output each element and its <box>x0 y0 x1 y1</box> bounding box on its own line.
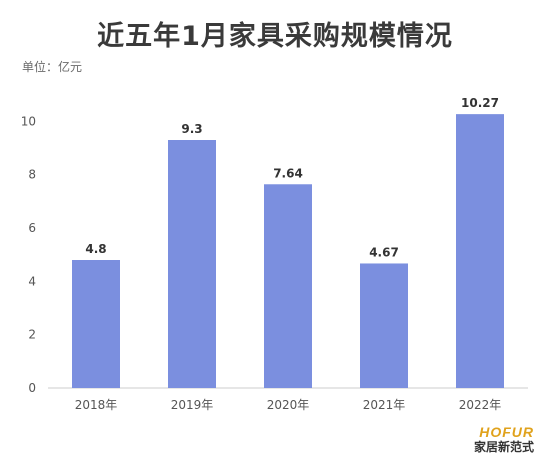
brand-logo-cn: 家居新范式 <box>473 440 534 454</box>
data-label: 9.3 <box>181 122 202 136</box>
x-tick-label: 2020年 <box>267 398 310 412</box>
brand-logo: HOFUR 家居新范式 <box>474 425 534 455</box>
x-tick-label: 2018年 <box>75 398 118 412</box>
data-label: 7.64 <box>273 166 303 180</box>
bar-2018年 <box>72 260 120 388</box>
bar-2022年 <box>456 114 504 388</box>
data-label: 4.67 <box>369 245 399 259</box>
x-tick-label: 2021年 <box>363 398 406 412</box>
brand-logo-en: HOFUR <box>479 424 534 440</box>
x-tick-label: 2022年 <box>459 398 502 412</box>
chart-title: 近五年1月家具采购规模情况 <box>97 21 453 52</box>
bar-2019年 <box>168 140 216 388</box>
unit-label: 单位：亿元 <box>22 60 83 74</box>
bar-2020年 <box>264 184 312 388</box>
x-tick-label: 2019年 <box>171 398 214 412</box>
y-tick-label: 4 <box>28 274 36 288</box>
y-axis-ticks: 0 2 4 6 8 10 <box>21 114 36 395</box>
y-tick-label: 2 <box>28 328 36 342</box>
x-axis-ticks: 2018年 2019年 2020年 2021年 2022年 <box>75 398 502 412</box>
bars <box>72 114 504 388</box>
y-tick-label: 8 <box>28 168 36 182</box>
data-label: 10.27 <box>461 96 499 110</box>
y-tick-label: 10 <box>21 114 36 128</box>
y-tick-label: 6 <box>28 221 36 235</box>
bar-2021年 <box>360 263 408 388</box>
data-label: 4.8 <box>85 242 106 256</box>
data-labels: 4.8 9.3 7.64 4.67 10.27 <box>85 96 499 259</box>
y-tick-label: 0 <box>28 381 36 395</box>
